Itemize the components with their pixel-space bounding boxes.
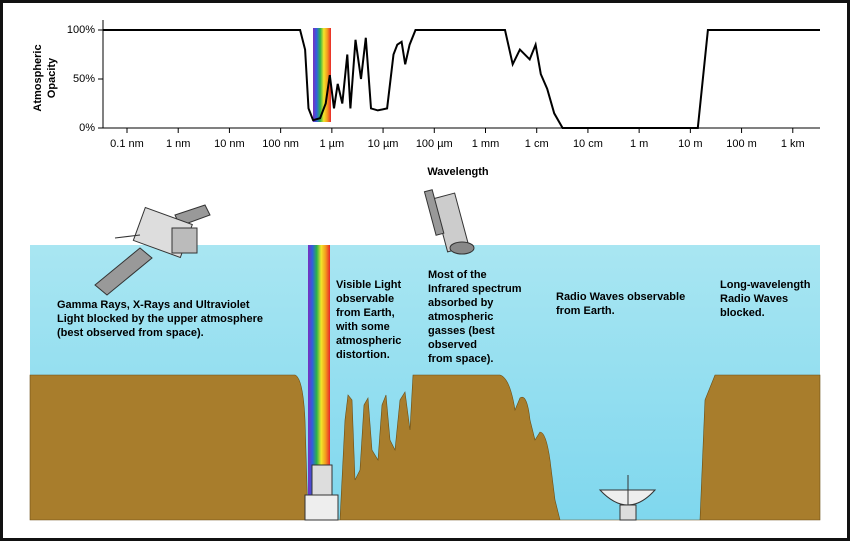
x-tick-label: 10 m: [678, 138, 702, 150]
visible-band: [313, 28, 331, 122]
annotation: distortion.: [336, 349, 390, 361]
annotation: Visible Light: [336, 279, 402, 291]
y-tick-label: 0%: [79, 122, 95, 134]
x-tick-label: 100 nm: [262, 138, 299, 150]
x-tick-label: 100 m: [726, 138, 757, 150]
annotation: Long-wavelength: [720, 279, 811, 291]
annotation: absorbed by: [428, 297, 494, 309]
x-tick-label: 0.1 nm: [110, 138, 144, 150]
x-tick-label: 100 µm: [416, 138, 453, 150]
space-telescope-icon: [423, 189, 475, 255]
x-tick-label: 1 µm: [320, 138, 345, 150]
annotation: Gamma Rays, X-Rays and Ultraviolet: [57, 299, 250, 311]
annotation: blocked.: [720, 307, 765, 319]
radio-dish-icon: [598, 475, 657, 521]
annotation: Infrared spectrum: [428, 283, 522, 295]
annotation: atmospheric: [428, 311, 493, 323]
x-tick-label: 1 cm: [525, 138, 549, 150]
x-tick-label: 10 µm: [368, 138, 399, 150]
annotation: gasses (best: [428, 325, 495, 337]
annotation: Radio Waves: [720, 293, 788, 305]
satellite-icon: [94, 204, 211, 296]
annotation: observable: [336, 293, 394, 305]
y-axis-title: Opacity: [46, 57, 58, 98]
illustration: [29, 189, 821, 521]
visible-light-beam: [308, 245, 330, 520]
annotation: (best observed from space).: [57, 327, 204, 339]
x-tick-label: 10 nm: [214, 138, 245, 150]
y-tick-label: 50%: [73, 73, 95, 85]
x-tick-label: 10 cm: [573, 138, 603, 150]
y-axis-title: Atmospheric: [32, 44, 44, 111]
annotation: atmospheric: [336, 335, 401, 347]
annotation: from Earth.: [556, 305, 615, 317]
y-tick-label: 100%: [67, 24, 95, 36]
x-tick-label: 1 mm: [472, 138, 500, 150]
annotation: with some: [335, 321, 390, 333]
annotation: from space).: [428, 353, 493, 365]
ground-telescope-icon: [304, 464, 339, 521]
x-axis-title: Wavelength: [427, 166, 489, 178]
annotation: Radio Waves observable: [556, 291, 685, 303]
opacity-line: [103, 29, 820, 129]
annotation: from Earth,: [336, 307, 395, 319]
annotation: Light blocked by the upper atmosphere: [57, 313, 263, 325]
x-tick-label: 1 km: [781, 138, 805, 150]
annotation: Most of the: [428, 269, 487, 281]
x-tick-label: 1 m: [630, 138, 648, 150]
annotation: observed: [428, 339, 477, 351]
x-tick-label: 1 nm: [166, 138, 190, 150]
